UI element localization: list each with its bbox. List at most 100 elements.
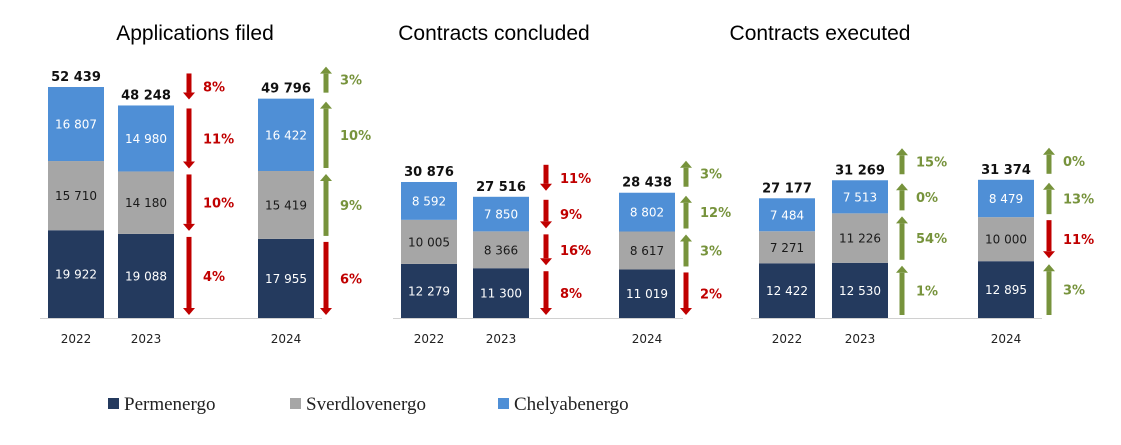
chart-title-applications-filed: Applications filed [116,22,274,45]
bar-contracts-concluded-2022-sverdlovenergo [401,219,457,264]
data-label-contracts-executed-2023-permenergo: 12 530 [839,284,881,298]
data-label-applications-filed-2024-sverdlovenergo: 15 419 [265,198,307,212]
change-arrow-applications-filed-2023-permenergo [183,236,195,315]
x-tick-applications-filed-2022: 2022 [61,332,92,346]
change-pct-contracts-concluded-2023-total: 11% [560,172,591,187]
x-tick-applications-filed-2024: 2024 [271,332,302,346]
legend-label-sverdlovenergo: Sverdlovenergo [306,394,426,415]
change-pct-applications-filed-2023-total: 8% [203,80,225,95]
change-pct-applications-filed-2024-total: 3% [340,74,362,89]
data-label-contracts-executed-2024-sverdlovenergo: 10 000 [985,233,1027,247]
data-label-contracts-executed-2022-chelyabenergo: 7 484 [770,208,804,222]
change-pct-applications-filed-2024-chelyabenergo: 10% [340,129,371,144]
bar-contracts-concluded-2024-sverdlovenergo [619,231,675,270]
data-label-contracts-concluded-2023-sverdlovenergo: 8 366 [484,243,518,257]
total-label-contracts-executed-2023: 31 269 [835,163,885,178]
legend-swatch-sverdlovenergo [290,398,301,409]
legend-label-chelyabenergo: Chelyabenergo [514,394,629,415]
bar-applications-filed-2022-chelyabenergo [48,87,104,162]
bar-contracts-executed-2023-permenergo [832,262,888,318]
bar-contracts-concluded-2023-sverdlovenergo [473,231,529,269]
bar-applications-filed-2024-chelyabenergo [258,98,314,171]
data-label-contracts-executed-2024-chelyabenergo: 8 479 [989,192,1023,206]
bar-contracts-executed-2022-chelyabenergo [759,198,815,232]
total-label-applications-filed-2023: 48 248 [121,88,171,103]
data-label-contracts-concluded-2022-permenergo: 12 279 [408,284,450,298]
bar-applications-filed-2022-sverdlovenergo [48,161,104,231]
change-pct-contracts-concluded-2024-total: 3% [700,168,722,183]
data-label-contracts-executed-2024-permenergo: 12 895 [985,283,1027,297]
bar-contracts-concluded-2023-chelyabenergo [473,196,529,232]
bar-contracts-executed-2024-chelyabenergo [978,179,1034,218]
bar-applications-filed-2023-sverdlovenergo [118,171,174,234]
total-label-contracts-executed-2024: 31 374 [981,163,1031,178]
data-label-contracts-concluded-2022-sverdlovenergo: 10 005 [408,235,450,249]
change-arrow-applications-filed-2024-sverdlovenergo [320,173,332,236]
change-arrow-contracts-concluded-2024-chelyabenergo [680,195,692,229]
data-label-applications-filed-2023-chelyabenergo: 14 980 [125,132,167,146]
data-label-contracts-concluded-2023-chelyabenergo: 7 850 [484,208,518,222]
data-label-contracts-executed-2023-sverdlovenergo: 11 226 [839,232,881,246]
change-pct-contracts-executed-2024-permenergo: 3% [1063,284,1085,299]
change-pct-contracts-executed-2024-sverdlovenergo: 11% [1063,233,1094,248]
total-label-contracts-concluded-2022: 30 876 [404,165,454,180]
total-label-applications-filed-2024: 49 796 [261,82,311,97]
bar-applications-filed-2024-sverdlovenergo [258,170,314,239]
data-label-applications-filed-2022-chelyabenergo: 16 807 [55,118,97,132]
change-pct-applications-filed-2023-sverdlovenergo: 10% [203,197,234,212]
chart-title-contracts-concluded: Contracts concluded [398,22,589,45]
change-arrow-contracts-concluded-2023-total [540,164,552,191]
bar-contracts-executed-2022-sverdlovenergo [759,231,815,264]
change-arrow-applications-filed-2024-chelyabenergo [320,101,332,168]
data-label-contracts-concluded-2023-permenergo: 11 300 [480,287,522,301]
data-label-applications-filed-2024-chelyabenergo: 16 422 [265,128,307,142]
change-arrow-contracts-executed-2024-sverdlovenergo [1043,220,1055,259]
change-pct-applications-filed-2024-sverdlovenergo: 9% [340,199,362,214]
legend-swatch-permenergo [108,398,119,409]
bar-contracts-concluded-2022-permenergo [401,263,457,318]
bar-applications-filed-2022-permenergo [48,230,104,318]
change-pct-contracts-executed-2024-chelyabenergo: 13% [1063,192,1094,207]
change-pct-contracts-concluded-2024-chelyabenergo: 12% [700,206,731,221]
x-tick-applications-filed-2023: 2023 [131,332,162,346]
change-arrow-contracts-executed-2024-total [1043,147,1055,174]
change-arrow-contracts-concluded-2024-total [680,160,692,187]
change-pct-contracts-concluded-2024-permenergo: 2% [700,288,722,303]
x-tick-contracts-executed-2022: 2022 [772,332,803,346]
bar-contracts-executed-2023-chelyabenergo [832,180,888,214]
x-tick-contracts-executed-2023: 2023 [845,332,876,346]
change-arrow-contracts-concluded-2023-permenergo [540,271,552,315]
change-arrow-contracts-executed-2024-chelyabenergo [1043,182,1055,215]
bar-contracts-executed-2023-sverdlovenergo [832,213,888,263]
change-pct-contracts-executed-2023-sverdlovenergo: 54% [916,232,947,247]
data-label-applications-filed-2023-sverdlovenergo: 14 180 [125,196,167,210]
change-pct-applications-filed-2024-permenergo: 6% [340,272,362,287]
change-pct-contracts-executed-2023-chelyabenergo: 0% [916,191,938,206]
change-pct-contracts-executed-2023-total: 15% [916,155,947,170]
change-pct-contracts-executed-2023-permenergo: 1% [916,284,938,299]
change-pct-contracts-executed-2024-total: 0% [1063,155,1085,170]
bar-contracts-concluded-2023-permenergo [473,268,529,318]
data-label-applications-filed-2024-permenergo: 17 955 [265,272,307,286]
change-arrow-applications-filed-2024-total [320,66,332,93]
data-label-contracts-concluded-2024-permenergo: 11 019 [626,287,668,301]
x-tick-contracts-concluded-2022: 2022 [414,332,445,346]
change-pct-applications-filed-2023-permenergo: 4% [203,270,225,285]
change-arrow-contracts-executed-2023-chelyabenergo [896,183,908,211]
bar-applications-filed-2023-chelyabenergo [118,105,174,172]
bar-contracts-executed-2024-sverdlovenergo [978,217,1034,262]
bar-contracts-concluded-2022-chelyabenergo [401,181,457,220]
change-pct-contracts-concluded-2023-chelyabenergo: 9% [560,208,582,223]
change-pct-contracts-concluded-2023-permenergo: 8% [560,287,582,302]
x-tick-contracts-executed-2024: 2024 [991,332,1022,346]
data-label-contracts-concluded-2024-sverdlovenergo: 8 617 [630,244,664,258]
total-label-applications-filed-2022: 52 439 [51,70,101,85]
data-label-contracts-executed-2022-permenergo: 12 422 [766,284,808,298]
data-label-contracts-concluded-2024-chelyabenergo: 8 802 [630,206,664,220]
change-arrow-applications-filed-2023-sverdlovenergo [183,174,195,231]
data-label-contracts-concluded-2022-chelyabenergo: 8 592 [412,194,446,208]
bar-contracts-concluded-2024-permenergo [619,269,675,318]
data-label-applications-filed-2023-permenergo: 19 088 [125,269,167,283]
change-pct-applications-filed-2023-chelyabenergo: 11% [203,132,234,147]
bar-contracts-executed-2022-permenergo [759,263,815,318]
